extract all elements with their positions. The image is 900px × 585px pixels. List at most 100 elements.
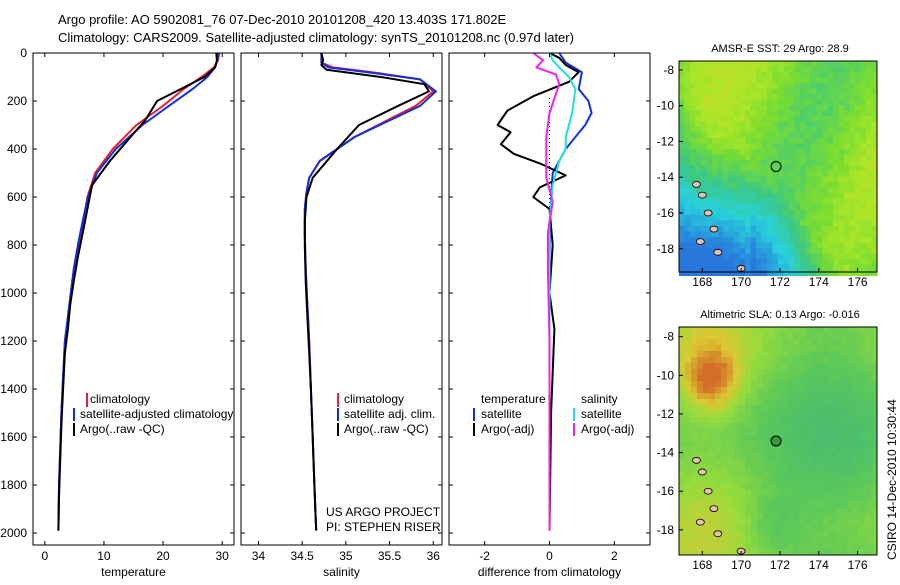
map-cell bbox=[690, 209, 696, 216]
map-cell bbox=[783, 237, 790, 243]
map-cell bbox=[844, 127, 850, 133]
map-cell bbox=[772, 160, 779, 166]
map-cell bbox=[853, 495, 860, 502]
map-cell bbox=[684, 110, 691, 117]
map-cell bbox=[799, 339, 806, 346]
map-cell bbox=[706, 138, 713, 144]
map-cell bbox=[781, 483, 788, 490]
map-cell bbox=[866, 105, 872, 111]
map-cell bbox=[816, 248, 823, 254]
map-cell bbox=[685, 435, 692, 442]
map-cell bbox=[691, 465, 698, 472]
map-cell bbox=[691, 489, 698, 496]
map-cell bbox=[787, 345, 794, 352]
map-cell bbox=[853, 351, 860, 358]
map-cell bbox=[789, 231, 795, 238]
map-cell bbox=[781, 369, 788, 376]
map-cell bbox=[827, 77, 834, 84]
map-cell bbox=[775, 333, 782, 340]
map-cell bbox=[793, 357, 800, 364]
map-cell bbox=[756, 138, 762, 144]
map-cell bbox=[805, 264, 812, 271]
x-tick-label: 168 bbox=[692, 558, 712, 572]
argo-float-marker bbox=[770, 435, 782, 447]
map-cell bbox=[756, 105, 762, 111]
map-cell bbox=[827, 237, 834, 243]
map-cell bbox=[787, 453, 794, 460]
map-cell bbox=[734, 187, 740, 194]
map-cell bbox=[750, 143, 757, 150]
map-cell bbox=[844, 248, 850, 254]
map-cell bbox=[728, 160, 735, 166]
map-cell bbox=[745, 351, 752, 358]
map-cell bbox=[775, 393, 782, 400]
map-cell bbox=[811, 160, 817, 166]
map-cell bbox=[794, 143, 801, 150]
map-cell bbox=[733, 393, 740, 400]
map-cell bbox=[833, 121, 839, 128]
map-cell bbox=[706, 154, 713, 161]
map-cell bbox=[772, 116, 779, 122]
map-cell bbox=[709, 525, 716, 532]
map-cell bbox=[805, 209, 812, 216]
map-cell bbox=[772, 110, 779, 117]
map-cell bbox=[769, 351, 776, 358]
map-cell bbox=[793, 513, 800, 520]
map-cell bbox=[805, 143, 812, 150]
map-cell bbox=[745, 143, 751, 150]
map-cell bbox=[727, 489, 734, 496]
map-cell bbox=[833, 99, 839, 106]
map-cell bbox=[712, 242, 718, 249]
map-cell bbox=[715, 327, 722, 334]
map-cell bbox=[715, 423, 722, 430]
map-cell bbox=[697, 417, 704, 424]
map-cell bbox=[835, 369, 842, 376]
map-cell bbox=[853, 345, 860, 352]
map-cell bbox=[761, 77, 768, 84]
map-cell bbox=[775, 489, 782, 496]
map-cell bbox=[865, 459, 872, 466]
map-cell bbox=[781, 537, 788, 544]
legend-label-sal-satellite: satellite bbox=[581, 407, 622, 421]
map-cell bbox=[853, 429, 860, 436]
map-cell bbox=[717, 171, 724, 177]
map-cell bbox=[717, 193, 724, 199]
map-cell bbox=[865, 375, 872, 382]
map-cell bbox=[750, 209, 757, 216]
map-cell bbox=[709, 351, 716, 358]
temperature-legend: climatology satellite-adjusted climatolo… bbox=[73, 392, 233, 436]
map-cell bbox=[715, 399, 722, 406]
map-cell bbox=[679, 537, 686, 544]
map-cell bbox=[822, 171, 828, 177]
map-cell bbox=[690, 105, 696, 111]
map-cell bbox=[723, 138, 729, 144]
map-cell bbox=[833, 61, 839, 67]
map-cell bbox=[829, 501, 836, 508]
map-cell bbox=[811, 519, 818, 526]
map-cell bbox=[691, 477, 698, 484]
map-cell bbox=[781, 525, 788, 532]
map-cell bbox=[865, 333, 872, 340]
map-cell bbox=[733, 477, 740, 484]
map-cell bbox=[727, 357, 734, 364]
map-cell bbox=[816, 182, 823, 188]
y-tick-label: 600 bbox=[7, 190, 27, 204]
map-cell bbox=[679, 477, 686, 484]
map-cell bbox=[712, 209, 718, 216]
map-cell bbox=[763, 549, 770, 556]
map-cell bbox=[805, 453, 812, 460]
map-cell bbox=[871, 411, 878, 418]
map-cell bbox=[709, 429, 716, 436]
map-cell bbox=[756, 165, 762, 172]
map-cell bbox=[745, 405, 752, 412]
map-cell bbox=[679, 453, 686, 460]
map-cell bbox=[849, 138, 856, 144]
series-group bbox=[57, 53, 221, 531]
map-cell bbox=[783, 149, 790, 155]
map-cell bbox=[778, 209, 784, 216]
map-cell bbox=[739, 237, 746, 243]
map-cell bbox=[761, 242, 768, 249]
map-cell bbox=[800, 176, 806, 183]
map-cell bbox=[833, 149, 839, 155]
map-cell bbox=[769, 399, 776, 406]
